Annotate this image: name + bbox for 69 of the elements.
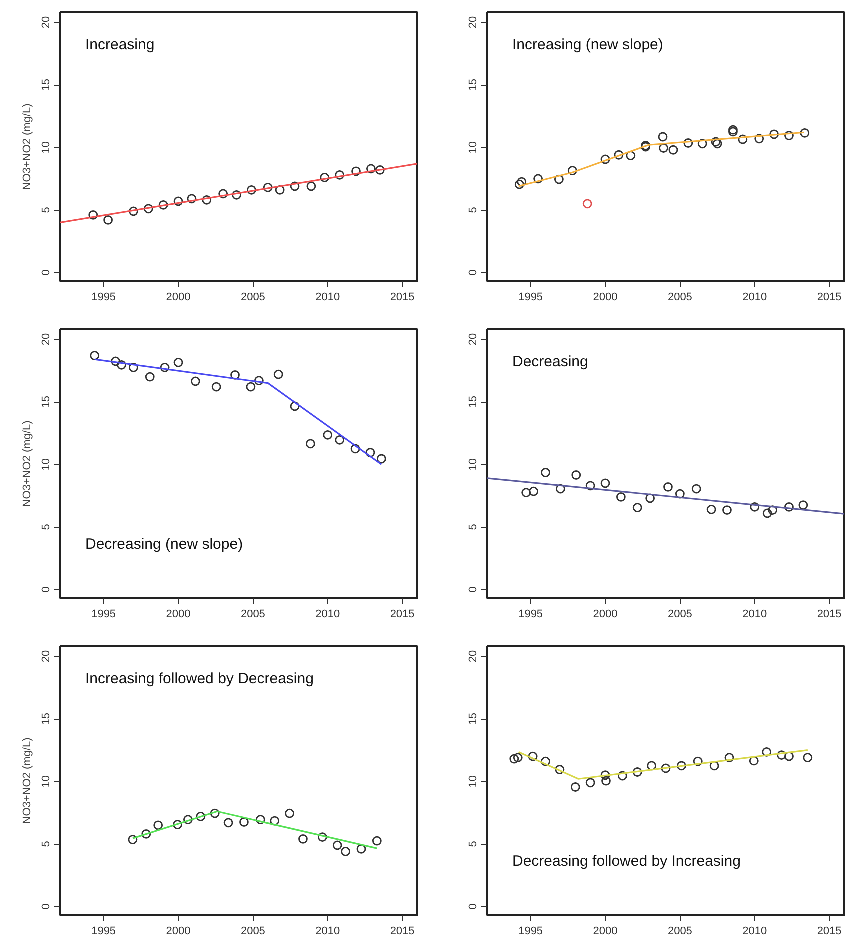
y-tick-label: 20 [40,333,52,346]
x-tick-label: 2015 [817,926,842,938]
x-tick-label: 2015 [390,292,415,304]
x-tick-label: 2010 [316,926,340,938]
y-tick-label: 0 [40,586,52,593]
x-tick-label: 2005 [240,926,266,938]
x-tick-label: 2015 [817,292,842,304]
annotation: Decreasing followed by Increasing [512,853,741,870]
annotation: Decreasing [512,353,588,370]
y-tick-label: 20 [468,333,480,346]
x-tick-label: 2000 [593,926,618,938]
y-tick-label: 15 [40,78,52,92]
y-tick-label: 15 [40,396,52,408]
y-tick-label: 15 [40,712,52,726]
x-tick-label: 2005 [668,608,692,620]
x-tick-label: 2010 [742,926,768,938]
x-tick-label: 2005 [240,608,266,620]
y-tick-label: 15 [468,712,480,726]
y-tick-label: 0 [40,270,52,276]
y-tick-label: 10 [468,775,480,788]
annotation: Increasing followed by Decreasing [85,670,314,688]
y-tick-label: 5 [40,524,52,530]
x-tick-label: 2000 [166,292,191,304]
y-tick-label: 0 [468,270,480,276]
x-tick-label: 2015 [390,926,415,938]
y-tick-label: 15 [468,78,480,92]
x-tick-label: 2010 [316,292,340,304]
y-tick-label: 10 [40,458,52,471]
x-tick-label: 2015 [390,608,415,620]
x-tick-label: 1995 [92,926,116,938]
x-tick-label: 1995 [92,608,116,620]
x-tick-label: 2000 [593,608,618,620]
y-tick-label: 10 [40,141,52,154]
y-axis-title: NO3+NO2 (mg/L) [22,738,34,824]
x-tick-label: 1995 [92,292,116,304]
x-tick-label: 1995 [518,926,544,938]
y-tick-label: 20 [468,650,480,663]
x-tick-label: 2000 [166,926,191,938]
y-tick-label: 20 [40,16,52,29]
x-tick-label: 2005 [240,292,266,304]
x-tick-label: 2005 [668,926,692,938]
y-tick-label: 0 [468,904,480,910]
annotation: Increasing (new slope) [512,36,664,54]
x-tick-label: 1995 [518,608,544,620]
y-tick-label: 20 [468,16,480,29]
y-tick-label: 5 [40,207,52,214]
y-axis-title: NO3+NO2 (mg/L) [22,420,34,508]
y-axis-title: NO3+NO2 (mg/L) [22,104,34,190]
x-tick-label: 2010 [742,608,768,620]
y-tick-label: 5 [468,524,480,530]
y-tick-label: 5 [468,207,480,214]
y-tick-label: 10 [468,458,480,471]
y-tick-label: 5 [468,841,480,848]
x-tick-label: 2005 [668,292,692,304]
x-tick-label: 2000 [593,292,618,304]
y-tick-label: 0 [40,904,52,910]
x-tick-label: 2000 [166,608,191,620]
y-tick-label: 5 [40,841,52,848]
annotation: Increasing [85,36,155,54]
x-tick-label: 2010 [316,608,340,620]
y-tick-label: 15 [468,396,480,408]
x-tick-label: 1995 [518,292,544,304]
y-tick-label: 10 [40,775,52,788]
x-tick-label: 2015 [817,608,842,620]
y-tick-label: 0 [468,586,480,593]
y-tick-label: 20 [40,650,52,663]
x-tick-label: 2010 [742,292,768,304]
y-tick-label: 10 [468,141,480,154]
annotation: Decreasing (new slope) [85,536,244,554]
